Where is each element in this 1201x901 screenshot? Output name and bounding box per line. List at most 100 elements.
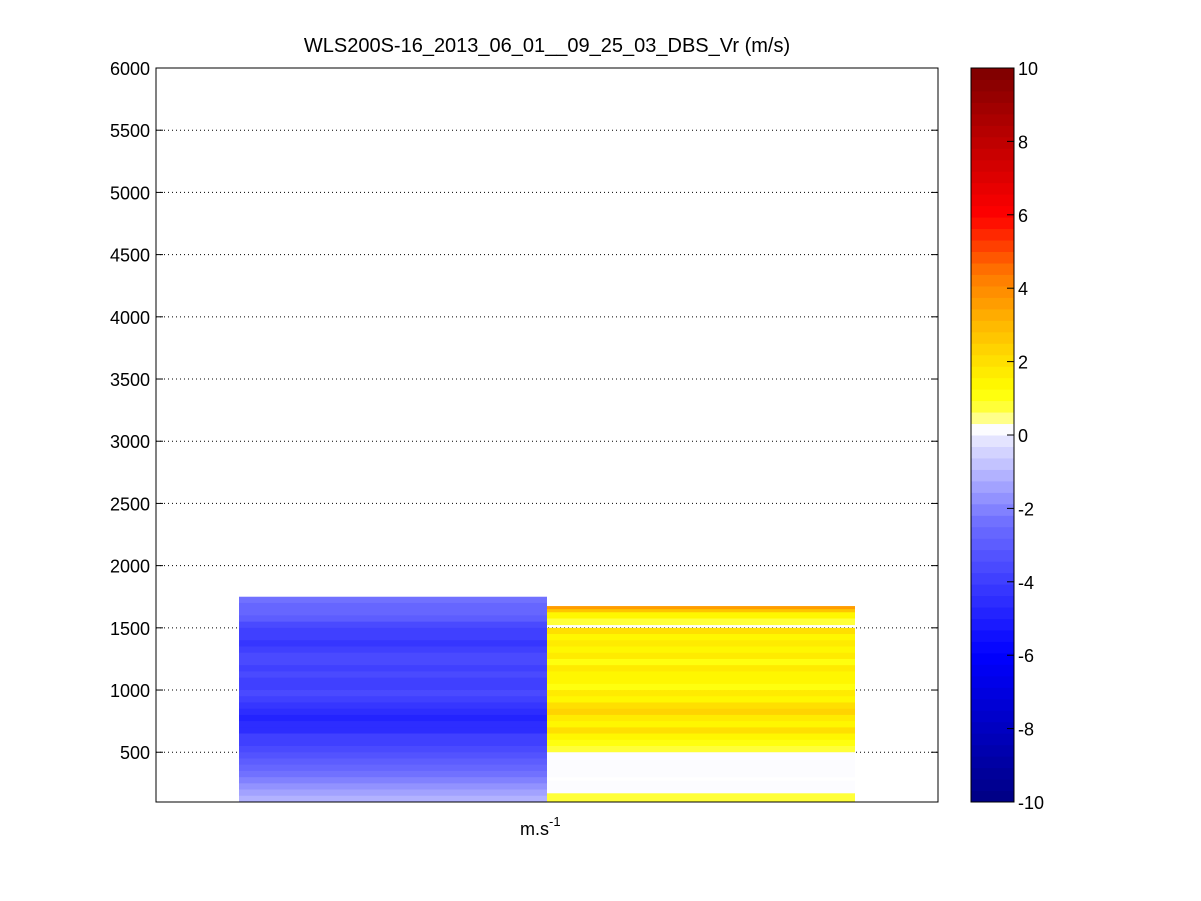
- heatmap-cell-c0-r11: [239, 665, 547, 672]
- colorbar-swatch-33: [971, 412, 1014, 425]
- heatmap-cell-c1-r9: [547, 652, 855, 660]
- heatmap-cell-c1-r12: [547, 671, 855, 678]
- colorbar-swatch-50: [971, 217, 1014, 230]
- heatmap-cell-c1-r6: [547, 634, 855, 641]
- x-axis-label-base: m.s: [520, 819, 549, 839]
- colorbar-swatch-62: [971, 79, 1014, 92]
- y-tick-label-2500: 2500: [110, 494, 150, 514]
- heatmap-cell-c1-r28: [547, 793, 855, 803]
- heatmap-cell-c0-r26: [239, 758, 547, 766]
- colorbar-swatch-19: [971, 572, 1014, 585]
- colorbar-swatch-12: [971, 652, 1014, 665]
- y-tick-label-1500: 1500: [110, 619, 150, 639]
- y-tick-label-2000: 2000: [110, 557, 150, 577]
- y-tick-label-5000: 5000: [110, 183, 150, 203]
- heatmap-cell-c0-r24: [239, 746, 547, 753]
- colorbar-tick-label-4: 4: [1018, 279, 1028, 299]
- colorbar-swatch-17: [971, 595, 1014, 608]
- y-tick-label-4000: 4000: [110, 308, 150, 328]
- heatmap-cell-c1-r18: [547, 708, 855, 716]
- heatmap-cell-c1-r17: [547, 702, 855, 710]
- colorbar-swatch-47: [971, 251, 1014, 264]
- heatmap-cell-c0-r3: [239, 615, 547, 623]
- y-tick-label-3000: 3000: [110, 432, 150, 452]
- heatmap-cell-c0-r1: [239, 602, 547, 610]
- y-axis: 500 1000 1500 2000 2500 3000 3500 4000 4500 5000 5…: [110, 59, 938, 763]
- heatmap-cell-c0-r9: [239, 652, 547, 660]
- heatmap-cell-c1-r16: [547, 696, 855, 703]
- heatmap-cell-c0-r29: [239, 777, 547, 784]
- colorbar-swatch-6: [971, 721, 1014, 734]
- heatmap-cell-c1-r7: [547, 640, 855, 647]
- heatmap-cell-c0-r17: [239, 702, 547, 710]
- colorbar-swatch-9: [971, 687, 1014, 700]
- heatmap-cell-c0-r13: [239, 677, 547, 685]
- heatmap-cell-c0-r14: [239, 683, 547, 691]
- colorbar-swatch-43: [971, 297, 1014, 310]
- heatmap-cell-c0-r18: [239, 708, 547, 716]
- colorbar-swatch-51: [971, 205, 1014, 218]
- colorbar-swatch-13: [971, 641, 1014, 654]
- colorbar-tick-label-0: 0: [1018, 426, 1028, 446]
- heatmap-cell-c0-r30: [239, 783, 547, 790]
- heatmap-cell-c1-r15: [547, 690, 855, 697]
- heatmap-cell-c1-r27: [547, 780, 855, 794]
- colorbar-swatch-57: [971, 136, 1014, 149]
- colorbar-axis: -10 -8 -6 -4 -2 0 2 4 6 8 10: [1007, 59, 1044, 813]
- colorbar-swatch-20: [971, 561, 1014, 574]
- heatmap-cell-c0-r22: [239, 733, 547, 741]
- heatmap-cell-c1-r19: [547, 714, 855, 722]
- colorbar-swatch-42: [971, 308, 1014, 321]
- colorbar-tick-label-10: 10: [1018, 59, 1038, 79]
- heatmap-cell-c1-r0: [547, 606, 855, 610]
- colorbar-swatch-45: [971, 274, 1014, 287]
- colorbar-swatch-61: [971, 90, 1014, 103]
- heatmap-cell-c0-r27: [239, 764, 547, 772]
- colorbar-swatch-37: [971, 366, 1014, 379]
- colorbar-swatch-23: [971, 526, 1014, 539]
- colorbar-swatch-22: [971, 538, 1014, 551]
- colorbar-swatch-38: [971, 354, 1014, 367]
- colorbar-swatch-16: [971, 607, 1014, 619]
- heatmap-cell-c0-r7: [239, 640, 547, 647]
- y-tick-label-4500: 4500: [110, 246, 150, 266]
- colorbar-swatch-5: [971, 733, 1014, 746]
- heatmap-cell-c1-r2: [547, 612, 855, 619]
- heatmap-cell-c0-r28: [239, 770, 547, 778]
- y-tick-label-3500: 3500: [110, 370, 150, 390]
- heatmap-cell-c1-r25: [547, 752, 855, 778]
- colorbar-swatch-28: [971, 469, 1014, 482]
- heatmap-cell-c1-r20: [547, 721, 855, 728]
- colorbar-tick-label--2: -2: [1018, 499, 1034, 519]
- colorbar-swatch-1: [971, 779, 1014, 792]
- colorbar-swatch-29: [971, 457, 1014, 470]
- heatmap-cell-c0-r16: [239, 696, 547, 703]
- colorbar-swatch-52: [971, 194, 1014, 207]
- heatmap-cell-c1-r13: [547, 677, 855, 685]
- colorbar-swatch-48: [971, 240, 1014, 252]
- colorbar-swatch-41: [971, 320, 1014, 333]
- colorbar-swatch-27: [971, 480, 1014, 493]
- colorbar-swatch-18: [971, 584, 1014, 597]
- colorbar-swatch-3: [971, 756, 1014, 769]
- heatmap-cell-c0-r10: [239, 658, 547, 666]
- heatmap-cell-c1-r8: [547, 646, 855, 654]
- colorbar-swatch-7: [971, 710, 1014, 723]
- colorbar-swatch-58: [971, 125, 1014, 138]
- colorbar-swatch-0: [971, 790, 1014, 803]
- colorbar-swatch-59: [971, 113, 1014, 126]
- colorbar-swatch-14: [971, 629, 1014, 642]
- colorbar-swatch-31: [971, 435, 1014, 447]
- colorbar-tick-label-2: 2: [1018, 353, 1028, 373]
- heatmap-cell-c0-r32: [239, 795, 547, 803]
- colorbar-swatch-36: [971, 377, 1014, 390]
- colorbar-swatch-25: [971, 503, 1014, 516]
- heatmap-cells: [239, 596, 855, 803]
- colorbar-swatch-32: [971, 423, 1014, 436]
- colorbar-tick-label-8: 8: [1018, 132, 1028, 152]
- heatmap-cell-c0-r2: [239, 609, 547, 616]
- y-tick-label-1000: 1000: [110, 681, 150, 701]
- y-tick-label-6000: 6000: [110, 59, 150, 79]
- colorbar-swatch-11: [971, 664, 1014, 677]
